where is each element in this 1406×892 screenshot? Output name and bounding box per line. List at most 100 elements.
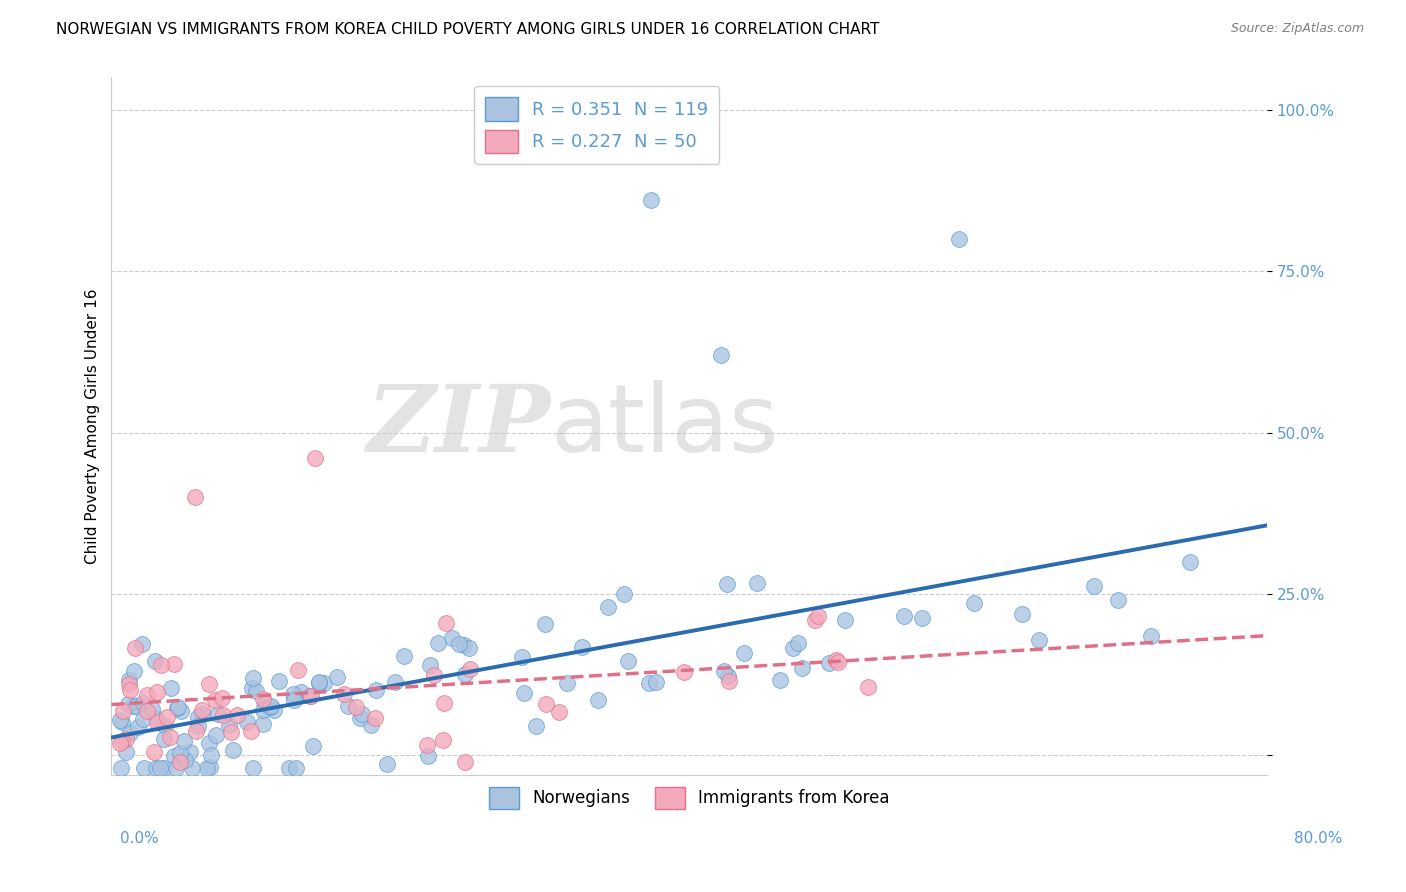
Point	[672, 665, 695, 679]
Point	[337, 699, 360, 714]
Point	[145, 685, 167, 699]
Point	[141, 702, 163, 716]
Point	[513, 686, 536, 700]
Point	[145, 715, 167, 730]
Point	[360, 718, 382, 732]
Point	[159, 730, 181, 744]
Point	[364, 711, 387, 725]
Point	[259, 700, 281, 714]
Point	[458, 662, 481, 676]
Point	[454, 755, 477, 769]
Point	[510, 650, 533, 665]
Point	[782, 640, 804, 655]
Point	[893, 609, 915, 624]
Point	[344, 700, 367, 714]
Point	[125, 699, 148, 714]
Point	[454, 667, 477, 681]
Point	[1107, 592, 1129, 607]
Point	[135, 689, 157, 703]
Point	[166, 701, 188, 715]
Point	[198, 736, 221, 750]
Point	[818, 657, 841, 671]
Point	[613, 587, 636, 601]
Point	[352, 706, 374, 721]
Point	[187, 718, 209, 732]
Point	[769, 673, 792, 688]
Point	[1083, 579, 1105, 593]
Point	[122, 665, 145, 679]
Point	[132, 696, 155, 710]
Point	[1140, 628, 1163, 642]
Point	[285, 761, 308, 775]
Point	[145, 761, 167, 775]
Point	[434, 616, 457, 631]
Point	[191, 706, 214, 721]
Point	[416, 748, 439, 763]
Point	[326, 670, 349, 684]
Point	[179, 745, 201, 759]
Point	[150, 658, 173, 673]
Point	[548, 705, 571, 719]
Point	[236, 714, 259, 729]
Point	[108, 713, 131, 727]
Point	[121, 698, 143, 713]
Point	[165, 761, 187, 775]
Point	[267, 674, 290, 689]
Point	[198, 760, 221, 774]
Text: 0.0%: 0.0%	[120, 831, 159, 846]
Point	[1011, 607, 1033, 621]
Point	[252, 703, 274, 717]
Point	[911, 611, 934, 625]
Point	[145, 654, 167, 668]
Point	[111, 734, 134, 748]
Point	[278, 761, 301, 775]
Point	[211, 708, 233, 723]
Point	[131, 637, 153, 651]
Point	[170, 704, 193, 718]
Point	[825, 653, 848, 667]
Point	[637, 676, 659, 690]
Point	[117, 697, 139, 711]
Point	[713, 665, 735, 679]
Point	[124, 640, 146, 655]
Point	[149, 761, 172, 775]
Point	[187, 710, 209, 724]
Point	[963, 596, 986, 610]
Point	[252, 692, 274, 706]
Point	[205, 728, 228, 742]
Point	[419, 658, 441, 673]
Point	[640, 193, 662, 207]
Point	[586, 693, 609, 707]
Point	[118, 725, 141, 739]
Point	[184, 723, 207, 738]
Point	[834, 613, 856, 627]
Y-axis label: Child Poverty Among Girls Under 16: Child Poverty Among Girls Under 16	[86, 288, 100, 564]
Point	[426, 636, 449, 650]
Point	[804, 613, 827, 627]
Point	[422, 667, 444, 681]
Point	[283, 693, 305, 707]
Point	[200, 747, 222, 762]
Point	[304, 451, 326, 466]
Point	[596, 599, 619, 614]
Point	[717, 673, 740, 688]
Point	[858, 680, 880, 694]
Point	[287, 663, 309, 677]
Legend: Norwegians, Immigrants from Korea: Norwegians, Immigrants from Korea	[482, 780, 897, 815]
Point	[263, 703, 285, 717]
Point	[173, 733, 195, 747]
Point	[827, 655, 849, 669]
Point	[127, 721, 149, 735]
Point	[308, 674, 330, 689]
Point	[218, 718, 240, 732]
Point	[433, 696, 456, 710]
Point	[195, 761, 218, 775]
Point	[314, 675, 336, 690]
Point	[948, 232, 970, 246]
Point	[787, 636, 810, 650]
Point	[163, 657, 186, 671]
Point	[308, 676, 330, 690]
Point	[440, 631, 463, 645]
Point	[571, 640, 593, 655]
Point	[152, 732, 174, 747]
